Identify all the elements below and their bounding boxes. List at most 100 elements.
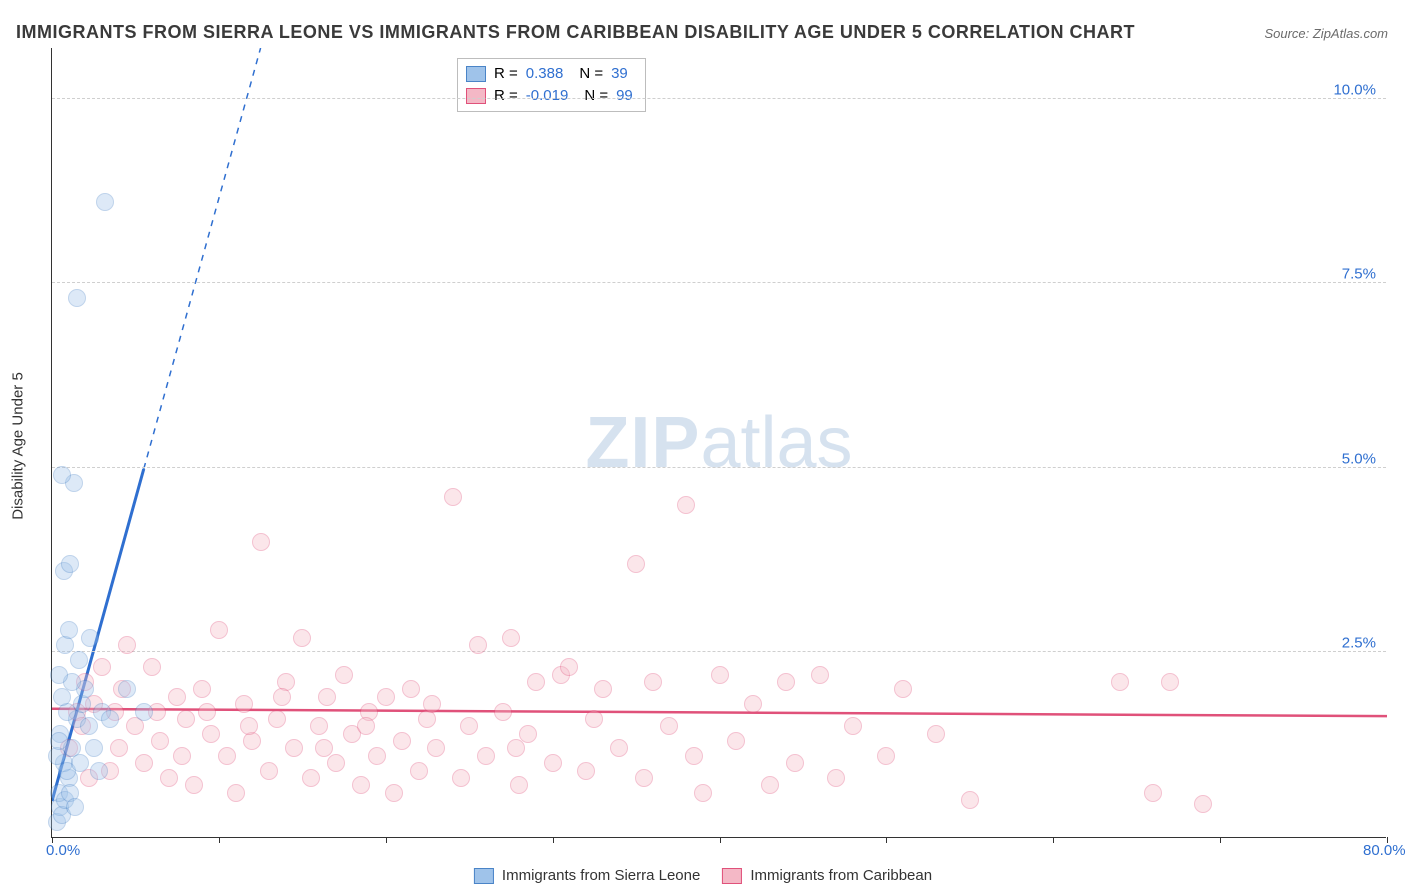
scatter-point-b <box>560 658 578 676</box>
scatter-point-b <box>677 496 695 514</box>
scatter-point-b <box>193 680 211 698</box>
scatter-point-b <box>151 732 169 750</box>
scatter-point-a <box>60 621 78 639</box>
legend-r-value-b: -0.019 <box>526 85 569 107</box>
scatter-point-a <box>50 732 68 750</box>
scatter-point-b <box>315 739 333 757</box>
x-tick <box>553 837 554 843</box>
scatter-point-b <box>268 710 286 728</box>
scatter-point-b <box>610 739 628 757</box>
gridline-h <box>52 651 1386 652</box>
scatter-point-b <box>210 621 228 639</box>
scatter-point-a <box>101 710 119 728</box>
y-tick-label: 2.5% <box>1342 635 1376 652</box>
scatter-point-b <box>777 673 795 691</box>
scatter-point-b <box>627 555 645 573</box>
x-tick-label: 80.0% <box>1363 842 1406 859</box>
scatter-point-b <box>235 695 253 713</box>
scatter-point-b <box>711 666 729 684</box>
scatter-point-a <box>90 762 108 780</box>
legend-n-value-b: 99 <box>616 85 633 107</box>
scatter-point-b <box>168 688 186 706</box>
scatter-point-b <box>218 747 236 765</box>
x-tick <box>386 837 387 843</box>
scatter-point-b <box>927 725 945 743</box>
scatter-point-b <box>302 769 320 787</box>
legend-n-value-a: 39 <box>611 63 628 85</box>
watermark-atlas: atlas <box>700 403 852 483</box>
x-tick <box>720 837 721 843</box>
scatter-point-b <box>694 784 712 802</box>
watermark-zip: ZIP <box>585 403 700 483</box>
scatter-point-b <box>469 636 487 654</box>
scatter-point-b <box>660 717 678 735</box>
gridline-h <box>52 98 1386 99</box>
scatter-point-b <box>318 688 336 706</box>
legend-bottom-swatch-b <box>722 868 742 884</box>
y-tick-label: 7.5% <box>1342 266 1376 283</box>
scatter-point-b <box>402 680 420 698</box>
scatter-point-b <box>519 725 537 743</box>
scatter-point-b <box>93 658 111 676</box>
scatter-point-b <box>198 703 216 721</box>
scatter-point-b <box>744 695 762 713</box>
scatter-point-b <box>844 717 862 735</box>
scatter-point-a <box>53 466 71 484</box>
scatter-point-a <box>118 680 136 698</box>
scatter-point-b <box>410 762 428 780</box>
scatter-point-b <box>510 776 528 794</box>
scatter-point-b <box>335 666 353 684</box>
scatter-point-b <box>427 739 445 757</box>
scatter-point-b <box>877 747 895 765</box>
legend-swatch-a <box>466 66 486 82</box>
scatter-point-a <box>50 666 68 684</box>
scatter-point-b <box>357 717 375 735</box>
scatter-point-b <box>527 673 545 691</box>
scatter-point-b <box>811 666 829 684</box>
chart-title: IMMIGRANTS FROM SIERRA LEONE VS IMMIGRAN… <box>16 22 1135 43</box>
scatter-point-b <box>761 776 779 794</box>
scatter-point-b <box>494 703 512 721</box>
scatter-point-b <box>393 732 411 750</box>
scatter-point-b <box>185 776 203 794</box>
scatter-point-b <box>502 629 520 647</box>
scatter-point-b <box>1144 784 1162 802</box>
scatter-point-b <box>685 747 703 765</box>
x-tick <box>1220 837 1221 843</box>
scatter-point-a <box>81 629 99 647</box>
x-tick-label: 0.0% <box>46 842 80 859</box>
scatter-point-a <box>135 703 153 721</box>
scatter-point-b <box>260 762 278 780</box>
scatter-point-b <box>118 636 136 654</box>
legend-stats-box: R = 0.388 N = 39 R = -0.019 N = 99 <box>457 58 646 112</box>
scatter-point-b <box>252 533 270 551</box>
legend-bottom: Immigrants from Sierra Leone Immigrants … <box>474 867 932 884</box>
legend-n-label-a: N = <box>579 63 603 85</box>
scatter-point-b <box>385 784 403 802</box>
x-tick <box>886 837 887 843</box>
scatter-point-b <box>310 717 328 735</box>
trend-line <box>144 48 261 469</box>
scatter-point-b <box>368 747 386 765</box>
scatter-point-b <box>173 747 191 765</box>
scatter-point-b <box>460 717 478 735</box>
legend-bottom-label-b: Immigrants from Caribbean <box>750 867 932 884</box>
legend-r-label-a: R = <box>494 63 518 85</box>
scatter-point-b <box>285 739 303 757</box>
scatter-point-b <box>160 769 178 787</box>
scatter-point-b <box>293 629 311 647</box>
scatter-point-a <box>70 651 88 669</box>
plot-area: ZIPatlas R = 0.388 N = 39 R = -0.019 N =… <box>51 48 1386 838</box>
scatter-point-b <box>544 754 562 772</box>
x-tick <box>1053 837 1054 843</box>
legend-r-label-b: R = <box>494 85 518 107</box>
scatter-point-b <box>240 717 258 735</box>
scatter-point-b <box>352 776 370 794</box>
scatter-point-b <box>644 673 662 691</box>
watermark: ZIPatlas <box>585 402 852 484</box>
scatter-point-b <box>635 769 653 787</box>
scatter-point-b <box>327 754 345 772</box>
scatter-point-b <box>594 680 612 698</box>
scatter-point-b <box>585 710 603 728</box>
legend-n-label-b: N = <box>584 85 608 107</box>
